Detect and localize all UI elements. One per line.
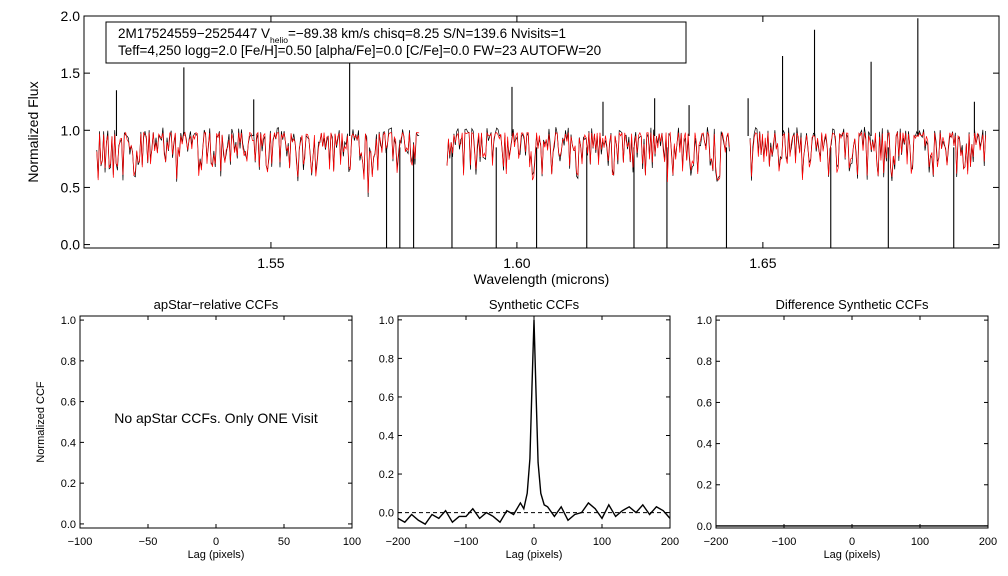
- spectrum-info-box: 2M17524559−2525447 Vhelio=−89.38 km/s ch…: [105, 21, 687, 64]
- y-tick-label: 0.6: [379, 392, 394, 404]
- y-tick-label: 1.0: [61, 315, 76, 327]
- x-tick-label: 200: [979, 536, 997, 548]
- spectrum-frame: [83, 15, 1000, 249]
- x-tick-label: −200: [704, 536, 729, 548]
- y-tick-label: 1.0: [379, 315, 394, 327]
- synthetic-ccf-panel: Synthetic CCFs −200 −100 0 100 200 0.0 0.2 0.4 0…: [379, 297, 679, 561]
- info-line-1: 2M17524559−2525447 Vhelio=−89.38 km/s ch…: [118, 26, 566, 45]
- spectrum-x-axis-label: Wavelength (microns): [474, 271, 610, 287]
- x-tick-label: 50: [278, 536, 290, 548]
- y-tick-label: 0.4: [379, 430, 394, 442]
- synthetic-ccf-x-axis-label: Lag (pixels): [506, 549, 563, 561]
- x-tick-label: −100: [68, 536, 93, 548]
- info-line-2: Teff=4,250 logg=2.0 [Fe/H]=0.50 [alpha/F…: [118, 43, 601, 58]
- y-tick-label: 0.8: [61, 356, 76, 368]
- spectrum-y-axis-label: Normalized Flux: [25, 81, 41, 182]
- observed-spectrum-features: [115, 18, 975, 248]
- model-spectrum-line-chip-1: [96, 131, 420, 193]
- y-tick-label: 1.0: [697, 315, 712, 327]
- model-spectrum-line-chip-3: [749, 131, 986, 181]
- y-tick-label: 0.0: [697, 521, 712, 533]
- x-tick-label: 0: [531, 536, 537, 548]
- x-tick-label: −50: [139, 536, 158, 548]
- x-tick-label: −200: [386, 536, 411, 548]
- x-tick-label: −100: [772, 536, 797, 548]
- synthetic-ccf-line: [397, 319, 671, 526]
- spectrum-axis-ticks: 1.55 1.60 1.65 0.0 0.5 1.0 1.5 2.0: [61, 8, 999, 271]
- apstar-ccf-x-axis-label: Lag (pixels): [188, 549, 245, 561]
- info-line-1-suffix: =−89.38 km/s chisq=8.25 S/N=139.6 Nvisit…: [288, 26, 566, 41]
- x-tick-label: 200: [661, 536, 679, 548]
- y-tick-label: 0.6: [61, 397, 76, 409]
- x-tick-label: −100: [454, 536, 479, 548]
- y-tick-label: 1.5: [61, 65, 81, 81]
- difference-ccf-panel: Difference Synthetic CCFs −200 −100 0 100 20…: [697, 297, 997, 561]
- apstar-ccf-title: apStar−relative CCFs: [154, 297, 279, 312]
- x-tick-label: 100: [911, 536, 929, 548]
- y-tick-label: 0.5: [61, 179, 81, 195]
- spectrum-curves: [96, 18, 986, 248]
- x-tick-label: 100: [343, 536, 361, 548]
- y-tick-label: 0.0: [61, 237, 81, 253]
- x-tick-label: 0: [213, 536, 219, 548]
- model-spectrum-line-chip-2: [446, 131, 730, 183]
- difference-ccf-x-axis-label: Lag (pixels): [824, 549, 881, 561]
- y-tick-label: 0.8: [379, 353, 394, 365]
- difference-ccf-axis-ticks: −200 −100 0 100 200 0.0 0.2 0.4 0.6 0.8 1.0: [697, 315, 997, 548]
- apstar-ccf-y-axis-label: Normalized CCF: [35, 381, 47, 463]
- y-tick-label: 0.2: [697, 480, 712, 492]
- y-tick-label: 0.0: [379, 508, 394, 520]
- synthetic-ccf-title: Synthetic CCFs: [489, 297, 580, 312]
- info-line-1-subscript: helio: [270, 35, 288, 45]
- x-tick-label: 0: [849, 536, 855, 548]
- y-tick-label: 0.4: [61, 437, 76, 449]
- no-apstar-ccf-message: No apStar CCFs. Only ONE Visit: [114, 410, 318, 426]
- difference-ccf-frame: [715, 315, 989, 529]
- apstar-ccf-panel: apStar−relative CCFs −100 −50 0 50 100 0.0 0.2…: [35, 297, 361, 561]
- y-tick-label: 0.8: [697, 356, 712, 368]
- synthetic-ccf-curves: [397, 319, 671, 526]
- x-tick-label: 1.65: [749, 255, 776, 271]
- y-tick-label: 0.0: [61, 519, 76, 531]
- x-tick-label: 1.55: [257, 255, 284, 271]
- spectrum-panel: 1.55 1.60 1.65 0.0 0.5 1.0 1.5 2.0 Wavelength (…: [25, 8, 1000, 287]
- y-tick-label: 1.0: [61, 122, 81, 138]
- difference-ccf-title: Difference Synthetic CCFs: [776, 297, 929, 312]
- y-tick-label: 0.2: [379, 469, 394, 481]
- y-tick-label: 0.4: [697, 439, 712, 451]
- x-tick-label: 100: [593, 536, 611, 548]
- y-tick-label: 0.2: [61, 478, 76, 490]
- apstar-ccf-axis-ticks: −100 −50 0 50 100 0.0 0.2 0.4 0.6 0.8 1.0: [61, 315, 361, 548]
- x-tick-label: 1.60: [503, 255, 530, 271]
- info-box-border: [105, 21, 687, 64]
- y-tick-label: 2.0: [61, 8, 81, 24]
- y-tick-label: 0.6: [697, 397, 712, 409]
- synthetic-ccf-frame: [397, 315, 671, 529]
- info-line-1-prefix: 2M17524559−2525447 V: [118, 26, 270, 41]
- synthetic-ccf-axis-ticks: −200 −100 0 100 200 0.0 0.2 0.4 0.6 0.8 1.0: [379, 315, 679, 548]
